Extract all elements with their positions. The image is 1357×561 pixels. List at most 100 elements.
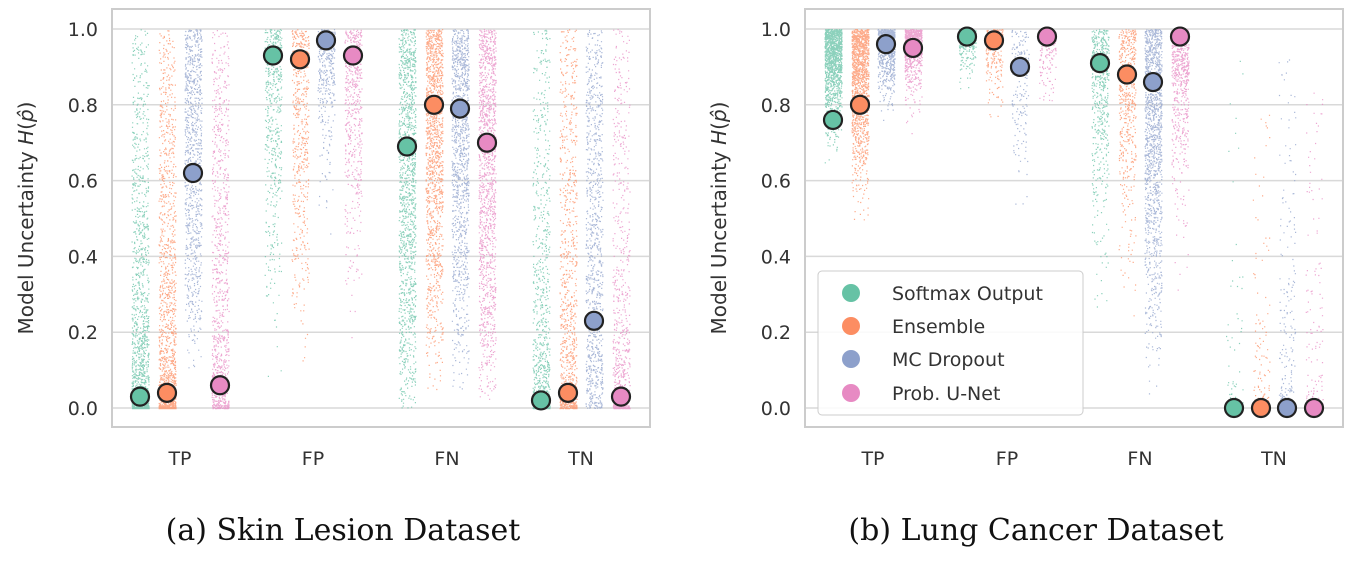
panel-a-frame — [111, 8, 651, 428]
mean-marker-softmax-output-fn — [396, 136, 418, 157]
x-tick-label-fn: FN — [434, 448, 459, 470]
mean-marker-softmax-output-tn — [530, 390, 552, 411]
panel-a-x-tick-labels: TP FP FN TN — [167, 448, 593, 470]
strip-mc-dropout-fn — [451, 29, 470, 390]
mean-marker-softmax-output-fn — [1089, 53, 1111, 74]
y-tick-label: 0.0 — [68, 398, 98, 420]
mean-marker-mc-dropout-fn — [449, 98, 471, 119]
mean-marker-softmax-output-tp — [822, 109, 844, 131]
panel-b-mean-markers — [822, 26, 1325, 419]
panel-b-y-axis-label: Model Uncertainty H(p̂) — [707, 102, 731, 335]
strip-prob-u-net-fn — [1171, 29, 1190, 291]
panel-b-y-tick-labels: 0.0 0.2 0.4 0.6 0.8 1.0 — [761, 19, 791, 420]
panel-a-y-axis-label: Model Uncertainty H(p̂) — [14, 102, 38, 335]
strip-ensemble-tp — [158, 30, 177, 410]
mean-marker-ensemble-fn — [1116, 64, 1138, 85]
legend-marker-prob-u-net — [842, 384, 860, 402]
mean-marker-prob-u-net-fn — [1169, 26, 1191, 47]
mean-marker-softmax-output-fp — [956, 26, 978, 47]
strip-prob-u-net-fn — [478, 29, 497, 400]
mean-marker-prob-u-net-tp — [902, 37, 924, 59]
mean-marker-ensemble-tn — [557, 382, 579, 403]
x-tick-label-fn: FN — [1127, 448, 1152, 470]
mean-marker-mc-dropout-tn — [1276, 397, 1298, 419]
x-tick-label-fp: FP — [996, 448, 1018, 470]
strip-prob-u-net-tp — [211, 30, 230, 410]
strip-prob-u-net-fp — [344, 29, 363, 339]
strip-softmax-output-tn — [1226, 60, 1244, 410]
mean-marker-mc-dropout-tp — [182, 162, 204, 184]
strip-mc-dropout-tp — [184, 29, 203, 369]
mean-marker-softmax-output-fp — [262, 45, 284, 66]
mean-marker-prob-u-net-tn — [610, 386, 632, 407]
strip-softmax-output-tp — [824, 29, 843, 164]
panel-b-x-tick-labels: TP FP FN TN — [860, 448, 1286, 470]
y-tick-label: 1.0 — [68, 19, 98, 41]
y-tick-label: 0.4 — [68, 246, 98, 268]
mean-marker-prob-u-net-fn — [476, 132, 498, 153]
legend-marker-mc-dropout — [842, 350, 860, 368]
mean-marker-mc-dropout-fp — [315, 30, 337, 51]
y-tick-label: 0.2 — [761, 322, 791, 344]
mean-marker-ensemble-tp — [156, 382, 178, 403]
mean-marker-softmax-output-tp — [129, 386, 151, 407]
mean-marker-softmax-output-tn — [1223, 397, 1245, 419]
legend-box — [817, 270, 1084, 416]
panel-a-strip-points — [131, 29, 631, 410]
legend-label-prob-u-net: Prob. U-Net — [892, 383, 1000, 405]
legend-entry-ensemble: Ensemble — [842, 316, 985, 338]
strip-mc-dropout-fp — [317, 29, 336, 235]
y-tick-label: 0.6 — [761, 171, 791, 193]
mean-marker-mc-dropout-tn — [583, 310, 605, 331]
legend-label-mc-dropout: MC Dropout — [892, 349, 1005, 371]
strip-softmax-output-tp — [131, 29, 150, 410]
strip-ensemble-fn — [425, 29, 444, 391]
mean-marker-ensemble-fn — [423, 94, 445, 115]
panel-b-frame — [804, 8, 1344, 428]
mean-marker-mc-dropout-fp — [1009, 56, 1031, 78]
strip-softmax-output-tn — [532, 29, 551, 410]
y-tick-label: 0.0 — [761, 398, 791, 420]
y-tick-label: 0.8 — [761, 95, 791, 117]
mean-marker-mc-dropout-fn — [1142, 71, 1164, 93]
y-tick-label: 0.8 — [68, 95, 98, 117]
strip-softmax-output-fp — [264, 29, 283, 377]
x-tick-label-tp: TP — [860, 448, 884, 470]
strip-prob-u-net-fp — [1038, 29, 1057, 102]
mean-marker-prob-u-net-tn — [1303, 397, 1325, 419]
panel-a-mean-markers — [129, 30, 632, 411]
strip-mc-dropout-fp — [1011, 29, 1030, 205]
mean-marker-prob-u-net-tp — [209, 375, 231, 396]
strip-ensemble-fn — [1118, 29, 1137, 317]
strip-ensemble-tn — [559, 29, 578, 410]
mean-marker-prob-u-net-fp — [342, 45, 364, 66]
x-tick-label-tn: TN — [567, 448, 594, 470]
strip-prob-u-net-tn — [612, 29, 631, 410]
strip-mc-dropout-tn — [585, 29, 604, 409]
strip-ensemble-tp — [851, 29, 870, 221]
strip-softmax-output-fn — [398, 29, 417, 409]
y-tick-label: 1.0 — [761, 19, 791, 41]
mean-marker-mc-dropout-tp — [875, 34, 897, 55]
strip-ensemble-tn — [1252, 114, 1271, 410]
strip-mc-dropout-fn — [1144, 29, 1163, 395]
x-tick-label-tn: TN — [1260, 448, 1287, 470]
panel-a-caption: (a) Skin Lesion Dataset — [166, 513, 521, 548]
mean-marker-ensemble-fp — [289, 49, 311, 70]
y-tick-label: 0.2 — [68, 322, 98, 344]
legend-label-softmax-output: Softmax Output — [892, 283, 1043, 305]
strip-ensemble-fp — [291, 29, 310, 362]
x-tick-label-tp: TP — [167, 448, 191, 470]
panel-a-y-tick-labels: 0.0 0.2 0.4 0.6 0.8 1.0 — [68, 19, 98, 420]
legend-entry-softmax-output: Softmax Output — [842, 283, 1043, 305]
x-tick-label-fp: FP — [302, 448, 324, 470]
mean-marker-prob-u-net-fp — [1036, 26, 1058, 47]
strip-prob-u-net-tn — [1305, 92, 1324, 410]
mean-marker-ensemble-tn — [1250, 397, 1272, 419]
legend-entry-mc-dropout: MC Dropout — [842, 349, 1005, 371]
mean-marker-ensemble-tp — [849, 94, 871, 115]
legend: Softmax Output Ensemble MC Dropout Prob.… — [817, 270, 1084, 416]
y-tick-label: 0.6 — [68, 171, 98, 193]
panel-b-lung-cancer: 0.0 0.2 0.4 0.6 0.8 1.0 TP FP FN TN Model Uncert… — [707, 8, 1344, 548]
